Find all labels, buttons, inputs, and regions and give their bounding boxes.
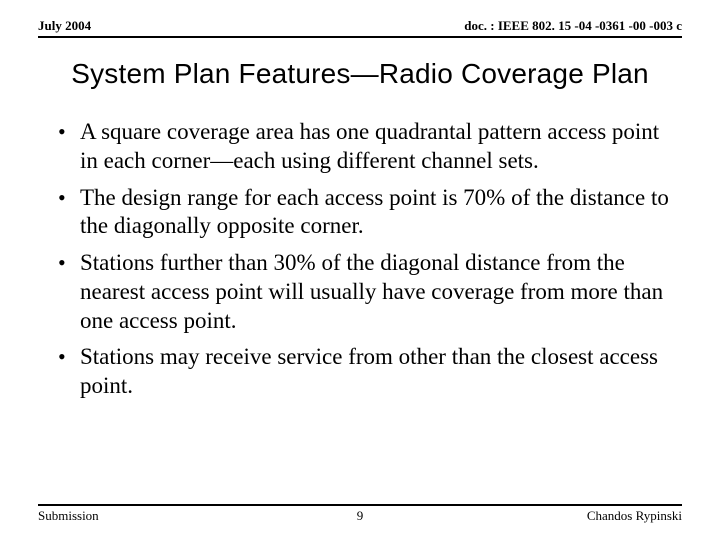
footer-row: Submission 9 Chandos Rypinski: [38, 504, 682, 524]
bullet-item: A square coverage area has one quadranta…: [58, 118, 674, 176]
slide: July 2004 doc. : IEEE 802. 15 -04 -0361 …: [0, 0, 720, 540]
footer-page-number: 9: [38, 508, 682, 524]
bullet-item: The design range for each access point i…: [58, 184, 674, 242]
footer-author: Chandos Rypinski: [587, 508, 682, 524]
bullet-list: A square coverage area has one quadranta…: [38, 118, 682, 401]
footer-left: Submission: [38, 508, 99, 524]
header-row: July 2004 doc. : IEEE 802. 15 -04 -0361 …: [38, 18, 682, 38]
header-date: July 2004: [38, 18, 91, 34]
header-doc-id: doc. : IEEE 802. 15 -04 -0361 -00 -003 c: [464, 18, 682, 34]
bullet-item: Stations further than 30% of the diagona…: [58, 249, 674, 335]
bullet-item: Stations may receive service from other …: [58, 343, 674, 401]
slide-title: System Plan Features—Radio Coverage Plan: [38, 58, 682, 90]
